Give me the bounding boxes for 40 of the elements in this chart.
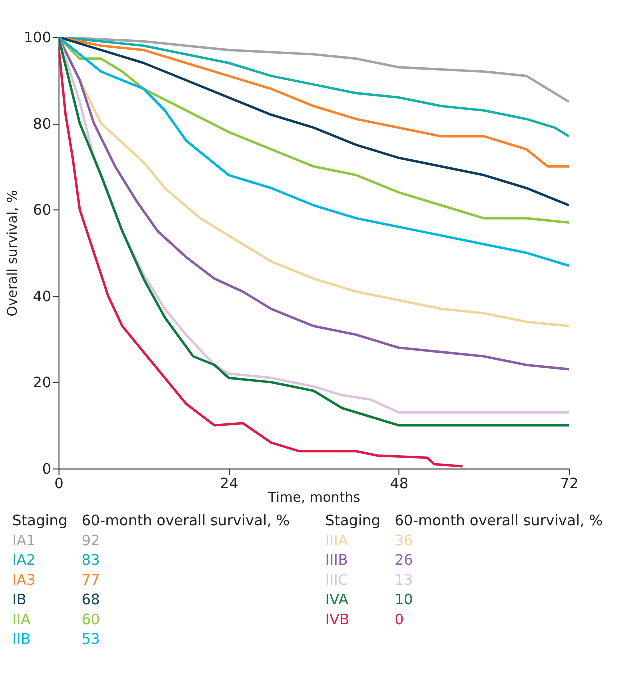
text: 0 — [394, 612, 404, 628]
text: 68 — [82, 592, 100, 609]
x-tick-label: 72 — [560, 476, 579, 492]
text: 83 — [82, 553, 100, 570]
y-tick-label: 80 — [33, 116, 52, 133]
text: 92 — [82, 533, 100, 550]
line-series — [58, 44, 464, 468]
text: IIIB — [326, 553, 348, 570]
text: IIIA — [326, 533, 348, 550]
x-axis-title: Time, months — [267, 490, 361, 506]
text: 36 — [394, 533, 414, 550]
text: IA2 — [12, 553, 36, 570]
text: IB — [12, 592, 27, 609]
text: Staging — [326, 514, 381, 530]
text: 60-month overall survival, % — [394, 514, 603, 530]
text: IIIC — [326, 572, 348, 589]
text: IA3 — [12, 572, 36, 589]
text: 77 — [82, 572, 100, 589]
y-tick-label: 60 — [33, 203, 52, 220]
y-tick-label: 40 — [33, 289, 52, 306]
text: 10 — [394, 592, 414, 609]
text: 60-month overall survival, % — [82, 514, 290, 530]
text: 13 — [394, 572, 414, 589]
line-series — [58, 37, 570, 268]
text: IVB — [326, 612, 350, 628]
x-tick-label: 48 — [390, 476, 409, 492]
text: IIB — [12, 632, 31, 648]
text: IVA — [326, 592, 349, 609]
y-tick-label: 100 — [24, 30, 52, 47]
text: 53 — [82, 632, 100, 648]
x-tick-label: 24 — [220, 476, 239, 492]
x-tick-label: 0 — [54, 476, 64, 492]
text: 26 — [394, 553, 414, 570]
text: IA1 — [12, 533, 36, 550]
text: 60 — [82, 612, 100, 628]
legend-title: Staging — [12, 514, 68, 530]
text: IIA — [12, 612, 32, 628]
y-tick-label: 20 — [33, 376, 52, 392]
y-axis-title: Overall survival, % — [5, 190, 22, 317]
y-tick-label: 0 — [42, 462, 52, 478]
